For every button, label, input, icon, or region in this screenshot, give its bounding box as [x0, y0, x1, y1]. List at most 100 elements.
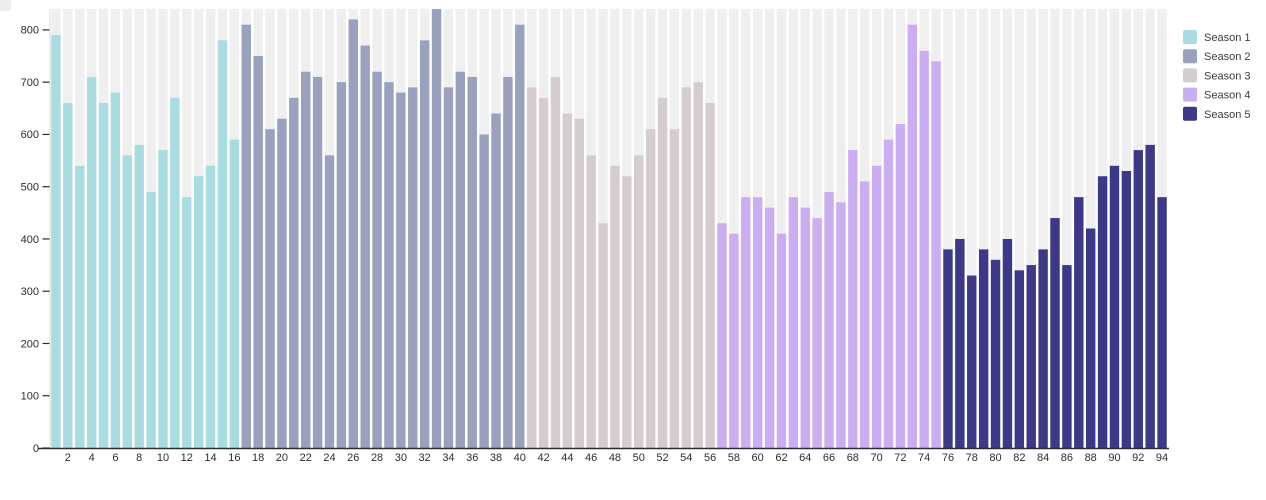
bar-episode-35: [455, 71, 466, 449]
y-tick-label: 300: [21, 286, 39, 298]
y-tick-label: 700: [21, 77, 39, 89]
x-tick-label: 66: [823, 452, 835, 464]
bar-episode-46: [586, 155, 596, 448]
bar-episode-5: [98, 103, 109, 448]
bar-episode-84: [1038, 249, 1048, 448]
bar-episode-63: [788, 197, 799, 448]
x-tick-label: 94: [1156, 452, 1168, 464]
series-season-3: [526, 76, 715, 449]
x-tick-label: 18: [252, 452, 264, 464]
legend-entry-season-1: Season 1: [1183, 30, 1250, 44]
bar-episode-47: [598, 223, 608, 448]
bar-episode-50: [634, 155, 644, 448]
bar-episode-85: [1050, 218, 1060, 448]
bar-episode-82: [1014, 270, 1025, 448]
bar-episode-32: [419, 40, 430, 449]
x-tick-label: 42: [537, 452, 549, 464]
background-stripe: [729, 9, 739, 448]
legend-label-season-5: Season 5: [1204, 109, 1250, 121]
bar-episode-89: [1097, 176, 1108, 449]
bar-episode-39: [503, 76, 513, 448]
x-tick-label: 24: [323, 452, 335, 464]
x-tick-label: 4: [89, 452, 95, 464]
x-tick-label: 28: [371, 452, 383, 464]
bar-episode-56: [705, 103, 715, 448]
x-tick-label: 2: [65, 452, 71, 464]
x-tick-label: 70: [870, 452, 882, 464]
x-tick-label: 10: [157, 452, 169, 464]
x-tick-label: 14: [204, 452, 216, 464]
bar-episode-41: [526, 87, 537, 448]
bar-episode-18: [253, 56, 263, 448]
bar-episode-51: [645, 129, 656, 448]
bar-episode-1: [51, 35, 61, 448]
series-season-5: [943, 144, 1167, 449]
bar-episode-93: [1145, 144, 1155, 448]
bar-episode-6: [110, 92, 121, 449]
bar-episode-81: [1002, 238, 1013, 448]
background-stripe: [955, 9, 965, 448]
bar-episode-27: [360, 45, 370, 448]
x-tick-label: 90: [1108, 452, 1120, 464]
x-tick-label: 20: [276, 452, 288, 464]
bar-episode-57: [717, 223, 727, 448]
bar-episode-29: [384, 82, 394, 449]
bar-episode-62: [776, 233, 787, 448]
background-stripe: [776, 9, 787, 448]
bar-episode-31: [408, 87, 418, 448]
bar-episode-77: [955, 238, 965, 448]
bar-episode-70: [871, 165, 882, 449]
bar-episode-74: [919, 50, 929, 449]
bar-episode-34: [443, 87, 454, 448]
bar-episode-59: [741, 197, 751, 448]
x-tick-label: 16: [228, 452, 240, 464]
legend-label-season-2: Season 2: [1204, 51, 1250, 63]
x-tick-label: 74: [918, 452, 930, 464]
bar-episode-26: [348, 19, 358, 448]
legend-label-season-3: Season 3: [1204, 70, 1250, 82]
bar-episode-21: [289, 97, 299, 448]
bar-episode-19: [265, 129, 275, 448]
bar-episode-75: [931, 61, 941, 448]
bar-episode-37: [479, 134, 489, 448]
bars: [51, 9, 1167, 449]
series-season-1: [51, 35, 240, 449]
legend-swatch-season-1: [1183, 30, 1197, 44]
x-tick-label: 12: [181, 452, 193, 464]
bar-episode-49: [622, 176, 632, 449]
bar-episode-66: [824, 191, 834, 449]
background-stripe: [978, 9, 989, 448]
legend-swatch-season-3: [1183, 68, 1197, 83]
x-tick-label: 52: [656, 452, 668, 464]
legend-entry-season-4: Season 4: [1183, 87, 1250, 102]
bar-episode-87: [1074, 197, 1084, 448]
bar-episode-94: [1157, 197, 1167, 448]
bar-episode-17: [241, 24, 251, 449]
bar-episode-42: [538, 97, 549, 448]
x-tick-label: 8: [136, 452, 142, 464]
x-tick-label: 84: [1037, 452, 1049, 464]
bar-episode-13: [193, 176, 204, 449]
bar-episode-20: [277, 118, 287, 448]
y-tick-label: 600: [21, 129, 39, 141]
bar-episode-38: [491, 113, 501, 449]
bar-episode-76: [943, 249, 953, 448]
bar-episode-15: [217, 40, 228, 449]
bar-episode-24: [324, 155, 335, 448]
bar-episode-10: [158, 150, 168, 449]
bar-episode-12: [182, 197, 192, 448]
bar-episode-64: [800, 207, 810, 448]
bar-episode-23: [312, 76, 323, 448]
bar-episode-43: [550, 76, 561, 448]
x-tick-label: 6: [112, 452, 118, 464]
background-stripe: [967, 9, 977, 448]
bar-episode-36: [467, 76, 477, 448]
bar-episode-30: [396, 92, 406, 449]
x-tick-label: 22: [300, 452, 312, 464]
series-season-4: [717, 24, 941, 449]
bar-episode-88: [1085, 228, 1096, 448]
bar-episode-4: [86, 76, 97, 448]
y-axis: 0 100 200 300 400 500 600 700 800: [21, 25, 50, 455]
bar-episode-61: [764, 207, 775, 448]
